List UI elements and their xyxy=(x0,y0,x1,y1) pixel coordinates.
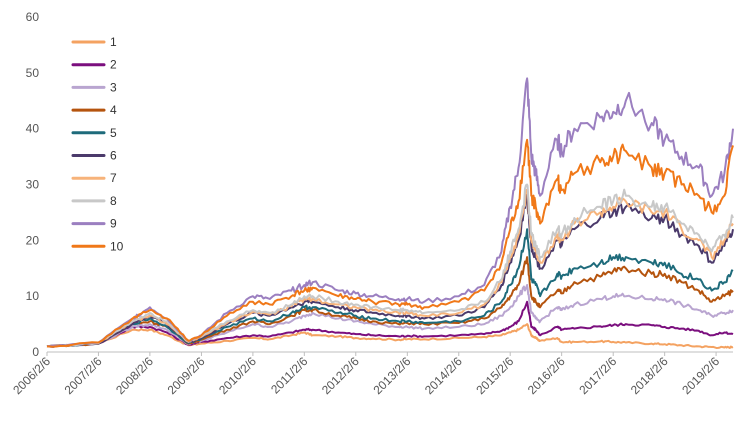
series-line-8 xyxy=(46,183,734,348)
legend-label-5: 5 xyxy=(110,126,117,140)
x-tick-label: 2011/2/6 xyxy=(268,354,311,397)
series-line-1 xyxy=(46,323,734,349)
legend-label-6: 6 xyxy=(110,149,117,163)
x-tick-label: 2019/2/6 xyxy=(679,354,722,397)
y-tick-label: 20 xyxy=(26,233,40,247)
x-tick-label: 2009/2/6 xyxy=(165,354,208,397)
series-line-3 xyxy=(46,284,734,348)
x-tick-label: 2013/2/6 xyxy=(371,354,414,397)
series-line-4 xyxy=(46,256,734,348)
x-tick-label: 2006/2/6 xyxy=(10,354,53,397)
x-tick-label: 2010/2/6 xyxy=(216,354,259,397)
series-line-9 xyxy=(46,77,734,348)
legend-label-1: 1 xyxy=(110,35,117,49)
legend-label-9: 9 xyxy=(110,217,117,231)
series-layer xyxy=(46,77,734,349)
x-tick-label: 2017/2/6 xyxy=(576,354,619,397)
y-tick-label: 60 xyxy=(26,10,40,24)
y-tick-label: 40 xyxy=(26,122,40,136)
series-line-10 xyxy=(46,138,734,348)
legend-label-4: 4 xyxy=(110,103,117,117)
series-line-2 xyxy=(46,300,734,348)
y-tick-label: 0 xyxy=(32,345,39,359)
legend-label-7: 7 xyxy=(110,171,117,185)
legend: 1 2 3 4 5 6 7 8 9 10 xyxy=(71,35,124,253)
x-tick-label: 2018/2/6 xyxy=(628,354,671,397)
x-tick-label: 2007/2/6 xyxy=(62,354,105,397)
y-tick-label: 30 xyxy=(26,178,40,192)
legend-label-2: 2 xyxy=(110,58,117,72)
y-tick-label: 10 xyxy=(26,289,40,303)
series-line-5 xyxy=(46,228,734,348)
x-tick-label: 2015/2/6 xyxy=(473,354,516,397)
x-tick-label: 2012/2/6 xyxy=(319,354,362,397)
x-tick-label: 2016/2/6 xyxy=(525,354,568,397)
x-tick-label: 2014/2/6 xyxy=(422,354,465,397)
x-tick-label: 2008/2/6 xyxy=(113,354,156,397)
y-tick-label: 50 xyxy=(26,66,40,80)
legend-label-10: 10 xyxy=(110,239,124,253)
legend-label-8: 8 xyxy=(110,194,117,208)
legend-label-3: 3 xyxy=(110,80,117,94)
